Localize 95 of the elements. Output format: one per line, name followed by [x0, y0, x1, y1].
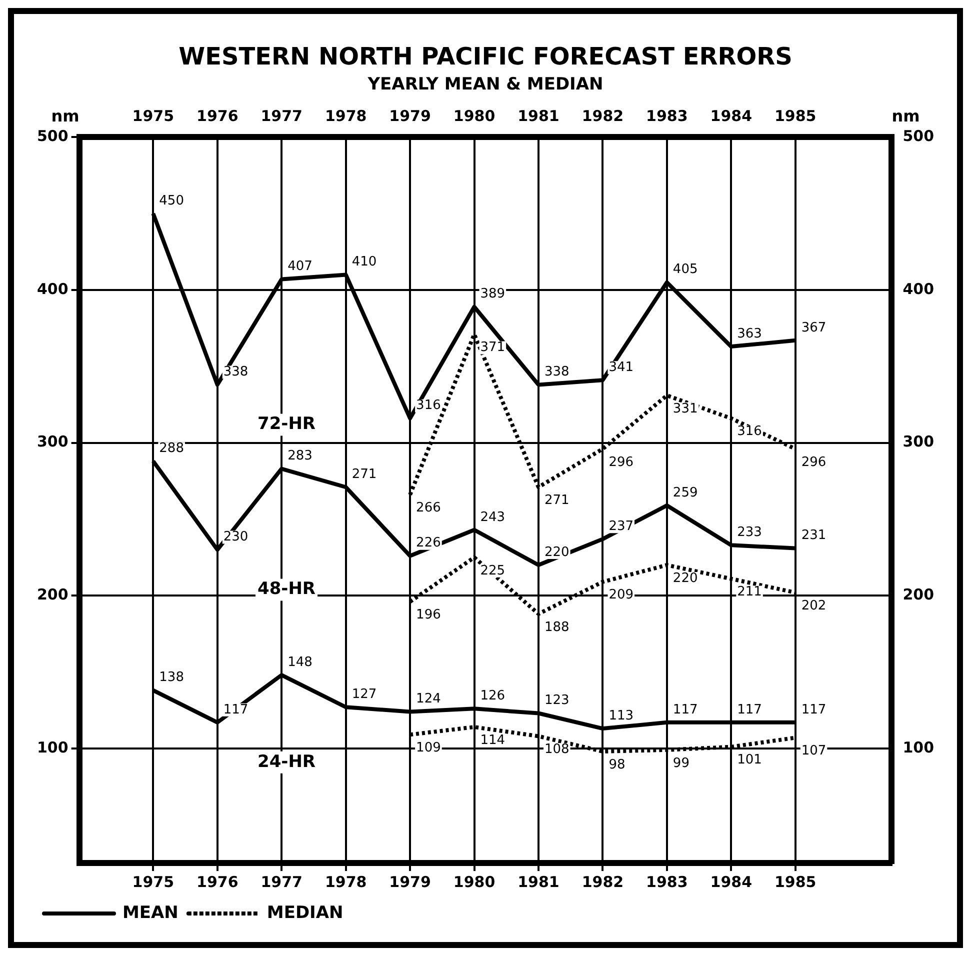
data-label: 220 [672, 570, 698, 586]
data-label: 113 [608, 708, 634, 724]
data-label: 271 [352, 466, 377, 482]
x2-tick-label: 1982 [582, 107, 624, 126]
data-label: 188 [544, 620, 570, 635]
data-label: 237 [608, 518, 634, 534]
data-label: 316 [737, 424, 762, 440]
data-label: 117 [672, 702, 698, 718]
legend-label: MEDIAN [266, 902, 344, 923]
data-label: 226 [416, 536, 441, 551]
data-label: 316 [416, 398, 441, 414]
x-tick-label: 1980 [453, 872, 496, 891]
x2-tick-label: 1976 [196, 107, 238, 126]
y2-tick-label: 200 [902, 585, 934, 604]
data-label: 127 [352, 687, 377, 702]
data-label: 107 [801, 744, 826, 759]
data-label: 117 [737, 702, 762, 718]
data-label: 109 [416, 740, 441, 756]
data-label: 296 [801, 454, 826, 470]
y-tick-label: 500 [37, 127, 68, 146]
data-label: 231 [801, 528, 826, 544]
data-label: 123 [544, 693, 570, 708]
x-tick-label: 1979 [389, 872, 431, 891]
data-label: 288 [159, 441, 184, 456]
x2-tick-label: 1979 [389, 107, 431, 126]
y2-tick-label: 500 [902, 127, 934, 146]
x2-tick-label: 1978 [324, 107, 367, 126]
x-tick-label: 1985 [774, 872, 816, 891]
data-label: 98 [608, 757, 626, 772]
x2-tick-label: 1985 [774, 107, 816, 126]
data-label: 101 [737, 752, 762, 768]
data-label: 209 [608, 588, 634, 603]
y-tick-label: 300 [37, 432, 68, 451]
data-label: 266 [416, 500, 441, 516]
annotation: 72-HR [257, 414, 316, 434]
data-label: 233 [737, 525, 762, 540]
data-label: 405 [672, 262, 698, 278]
data-label: 230 [223, 530, 248, 545]
x2-tick-label: 1981 [518, 107, 560, 126]
data-label: 410 [352, 254, 377, 270]
y-axis-title: nm [51, 106, 80, 126]
data-label: 371 [480, 340, 506, 356]
data-label: 331 [672, 401, 698, 416]
data-label: 338 [223, 364, 248, 380]
data-label: 450 [159, 193, 184, 208]
data-label: 114 [480, 732, 506, 748]
data-label: 138 [159, 670, 184, 686]
x2-tick-label: 1983 [646, 107, 688, 126]
data-label: 202 [801, 598, 826, 614]
chart-subtitle: YEARLY MEAN & MEDIAN [366, 74, 604, 94]
legend-label: MEAN [122, 902, 178, 923]
x2-tick-label: 1975 [132, 107, 174, 126]
data-label: 148 [288, 654, 312, 670]
data-label: 220 [544, 544, 570, 560]
data-label: 283 [288, 448, 312, 464]
x-tick-label: 1982 [582, 872, 624, 891]
chart-title: WESTERN NORTH PACIFIC FORECAST ERRORS [178, 42, 792, 71]
y-tick-label: 200 [37, 585, 68, 604]
annotation: 48-HR [257, 579, 316, 600]
data-label: 117 [223, 702, 248, 718]
y-tick-label: 100 [37, 738, 68, 756]
data-label: 259 [672, 485, 698, 500]
data-label: 108 [544, 742, 570, 758]
data-label: 271 [544, 492, 570, 508]
data-label: 363 [737, 326, 762, 342]
data-label: 243 [480, 510, 506, 525]
y2-tick-label: 100 [902, 738, 934, 756]
x2-tick-label: 1977 [260, 107, 302, 126]
data-label: 407 [288, 259, 312, 274]
x-tick-label: 1975 [132, 872, 174, 891]
data-label: 126 [480, 688, 506, 704]
data-label: 99 [672, 756, 690, 771]
data-label: 211 [737, 584, 762, 600]
data-label: 341 [608, 360, 634, 376]
data-label: 124 [416, 692, 441, 707]
data-label: 196 [416, 608, 441, 623]
data-label: 225 [480, 563, 506, 578]
x-tick-label: 1977 [260, 872, 302, 891]
data-label: 117 [801, 702, 826, 718]
y2-axis-title: nm [892, 106, 920, 126]
y2-tick-label: 300 [902, 432, 934, 451]
x-tick-label: 1981 [518, 872, 560, 891]
data-label: 389 [480, 286, 506, 302]
x-tick-label: 1978 [324, 872, 367, 891]
annotation: 24-HR [257, 752, 316, 772]
x-tick-label: 1984 [710, 872, 752, 891]
x-tick-label: 1983 [646, 872, 688, 891]
data-label: 296 [608, 454, 634, 470]
data-label: 367 [801, 320, 826, 336]
x2-tick-label: 1980 [453, 107, 496, 126]
x-tick-label: 1976 [196, 872, 238, 891]
x2-tick-label: 1984 [710, 107, 752, 126]
y-tick-label: 400 [37, 280, 68, 298]
data-label: 338 [544, 364, 570, 380]
y2-tick-label: 400 [902, 280, 934, 298]
